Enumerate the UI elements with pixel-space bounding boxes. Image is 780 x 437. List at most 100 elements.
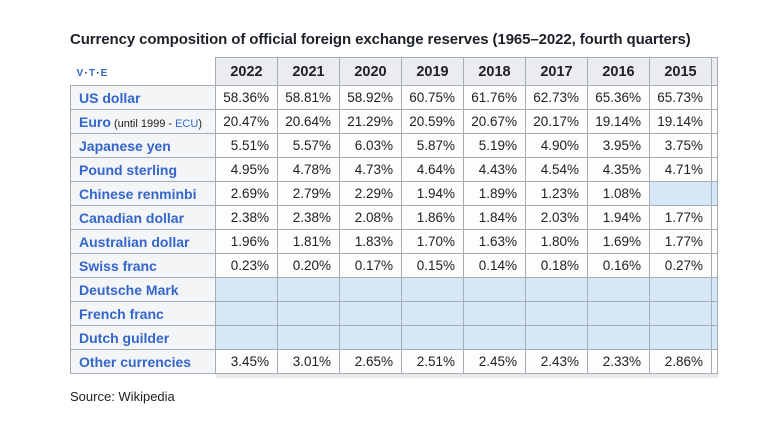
value-cell	[215, 325, 278, 350]
value-cell	[339, 325, 402, 350]
row-gutter	[711, 157, 718, 182]
value-cell: 2.29%	[339, 181, 402, 206]
year-header-cell: 2022	[215, 57, 278, 86]
value-cell	[587, 301, 650, 326]
value-cell: 6.03%	[339, 133, 402, 158]
value-cell	[215, 301, 278, 326]
vte-view-link[interactable]: v	[76, 67, 84, 79]
value-cell: 19.14%	[649, 109, 712, 134]
value-cell: 2.08%	[339, 205, 402, 230]
row-gutter	[711, 229, 718, 254]
value-cell: 58.92%	[339, 85, 402, 110]
value-cell: 65.36%	[587, 85, 650, 110]
value-cell: 1.80%	[525, 229, 588, 254]
value-cell: 2.43%	[525, 349, 588, 374]
value-cell: 4.78%	[277, 157, 340, 182]
currency-link[interactable]: Euro	[79, 113, 111, 130]
value-cell: 1.69%	[587, 229, 650, 254]
value-cell: 5.51%	[215, 133, 278, 158]
currency-label-cell: Euro (until 1999 - ECU)	[70, 109, 216, 134]
currency-label-cell: Other currencies	[70, 349, 216, 374]
currency-label-cell: Deutsche Mark	[70, 277, 216, 302]
bottom-gutter-spacer	[71, 374, 216, 378]
value-cell: 3.75%	[649, 133, 712, 158]
value-cell: 1.86%	[401, 205, 464, 230]
vte-separator: ·	[96, 67, 100, 79]
value-cell: 61.76%	[463, 85, 526, 110]
value-cell: 0.27%	[649, 253, 712, 278]
currency-link[interactable]: Australian dollar	[79, 233, 190, 250]
value-cell: 0.15%	[401, 253, 464, 278]
table-row: Japanese yen 5.51% 5.57% 6.03% 5.87% 5.19% 4.9…	[70, 133, 718, 158]
value-cell	[401, 301, 464, 326]
currency-label-cell: Australian dollar	[70, 229, 216, 254]
currency-link[interactable]: Dutch guilder	[79, 329, 170, 346]
value-cell	[277, 325, 340, 350]
value-cell: 21.29%	[339, 109, 402, 134]
row-gutter	[711, 277, 718, 302]
value-cell: 58.36%	[215, 85, 278, 110]
value-cell: 1.84%	[463, 205, 526, 230]
currency-link[interactable]: Other currencies	[79, 353, 192, 370]
currency-link[interactable]: French franc	[79, 305, 164, 322]
value-cell: 4.35%	[587, 157, 650, 182]
currency-link[interactable]: Swiss franc	[79, 257, 157, 274]
value-cell: 4.90%	[525, 133, 588, 158]
value-cell: 1.63%	[463, 229, 526, 254]
value-cell: 4.73%	[339, 157, 402, 182]
table-row: Pound sterling 4.95% 4.78% 4.73% 4.64% 4.43% 4…	[70, 157, 718, 182]
value-cell: 4.95%	[215, 157, 278, 182]
year-header-cell: 2020	[339, 57, 402, 86]
value-cell: 62.73%	[525, 85, 588, 110]
header-gutter	[711, 57, 718, 86]
value-cell	[525, 277, 588, 302]
value-cell: 60.75%	[401, 85, 464, 110]
row-gutter	[711, 301, 718, 326]
row-gutter	[711, 349, 718, 374]
year-header-cell: 2015	[649, 57, 712, 86]
value-cell	[587, 277, 650, 302]
value-cell: 20.64%	[277, 109, 340, 134]
value-cell: 1.08%	[587, 181, 650, 206]
value-cell: 1.94%	[401, 181, 464, 206]
currency-label-cell: Swiss franc	[70, 253, 216, 278]
row-gutter	[711, 109, 718, 134]
table-row: Euro (until 1999 - ECU) 20.47% 20.64% 21.29…	[70, 109, 718, 134]
currency-link[interactable]: Chinese renminbi	[79, 185, 197, 202]
currency-label-cell: Pound sterling	[70, 157, 216, 182]
value-cell	[215, 277, 278, 302]
value-cell: 2.38%	[277, 205, 340, 230]
vte-links: v·t·e	[70, 57, 216, 86]
currency-link[interactable]: US dollar	[79, 89, 141, 106]
value-cell: 65.73%	[649, 85, 712, 110]
value-cell	[649, 301, 712, 326]
value-cell	[525, 301, 588, 326]
table-title: Currency composition of official foreign…	[70, 31, 691, 48]
vte-talk-link[interactable]: t	[88, 67, 96, 79]
value-cell	[339, 277, 402, 302]
value-cell: 1.81%	[277, 229, 340, 254]
note-link[interactable]: ECU	[175, 117, 199, 130]
value-cell: 1.83%	[339, 229, 402, 254]
value-cell: 4.43%	[463, 157, 526, 182]
value-cell: 20.59%	[401, 109, 464, 134]
currency-label-cell: Canadian dollar	[70, 205, 216, 230]
value-cell: 3.95%	[587, 133, 650, 158]
value-cell: 0.16%	[587, 253, 650, 278]
value-cell: 1.94%	[587, 205, 650, 230]
value-cell	[339, 301, 402, 326]
row-gutter	[711, 85, 718, 110]
value-cell: 2.03%	[525, 205, 588, 230]
currency-link[interactable]: Deutsche Mark	[79, 281, 179, 298]
value-cell: 58.81%	[277, 85, 340, 110]
currency-link[interactable]: Canadian dollar	[79, 209, 185, 226]
table-row: Dutch guilder	[70, 325, 718, 350]
currency-label-cell: Japanese yen	[70, 133, 216, 158]
value-cell: 3.45%	[215, 349, 278, 374]
scrollbar-gutter	[215, 373, 718, 378]
value-cell	[277, 301, 340, 326]
currency-link[interactable]: Japanese yen	[79, 137, 171, 154]
currency-link[interactable]: Pound sterling	[79, 161, 177, 178]
value-cell: 5.87%	[401, 133, 464, 158]
vte-edit-link[interactable]: e	[100, 67, 108, 79]
